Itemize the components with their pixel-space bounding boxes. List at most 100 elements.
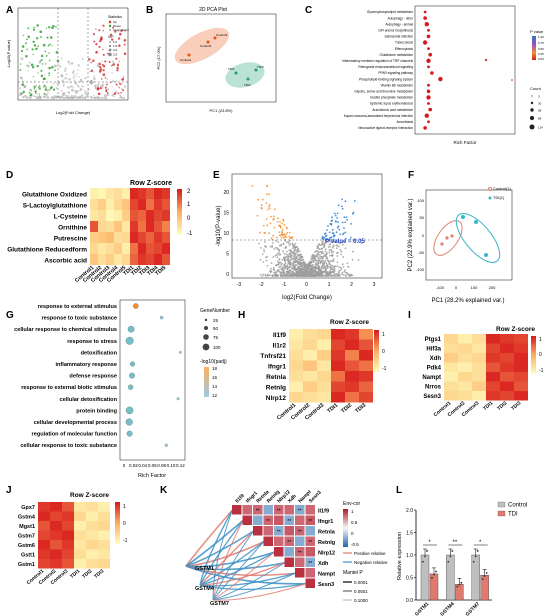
heatmap-cell <box>444 334 458 344</box>
volcano-point <box>296 249 299 252</box>
correlation-cell <box>274 526 284 536</box>
volcano-point <box>123 39 127 42</box>
volcano-point <box>251 185 254 187</box>
volcano-point <box>264 241 266 243</box>
heatmap-cell <box>98 210 106 221</box>
panel-i: I Row Z-score Ptgs1 Hif3a Xdh Pdk4 Nampt Nrro… <box>408 310 544 418</box>
volcano-point <box>279 226 282 229</box>
volcano-point <box>291 236 293 239</box>
volcano-point <box>340 253 342 256</box>
correlation-cell <box>305 557 315 567</box>
volcano-point <box>40 58 43 62</box>
volcano-point <box>328 231 331 234</box>
volcano-point <box>33 26 36 29</box>
correlation-cell <box>284 557 294 567</box>
volcano-point <box>333 266 335 269</box>
go-term-label: regulation of molecular function <box>32 432 118 438</box>
heatmap-cell <box>303 371 317 382</box>
volcano-point <box>115 83 118 86</box>
volcano-point <box>272 242 274 244</box>
volcano-point <box>267 274 270 277</box>
data-point <box>447 560 450 563</box>
heatmap-cell <box>122 254 130 265</box>
volcano-point <box>272 275 274 277</box>
pca-point <box>484 253 488 257</box>
volcano-point <box>338 272 340 274</box>
volcano-point <box>72 69 75 72</box>
heatmap-cell <box>50 511 62 521</box>
heatmap-cell <box>289 350 303 361</box>
volcano-point <box>48 52 50 54</box>
volcano-point <box>84 97 87 99</box>
volcano-point <box>118 97 121 99</box>
go-dot <box>159 315 164 320</box>
volcano-point <box>272 234 275 237</box>
volcano-point <box>330 254 333 257</box>
volcano-point <box>77 64 80 67</box>
y-axis-label: -log10(P-value) <box>216 205 222 246</box>
heatmap-cell <box>98 511 110 521</box>
volcano-point <box>337 204 340 207</box>
volcano-point <box>331 232 334 235</box>
volcano-point <box>99 68 103 71</box>
go-term-label: inflammatory response <box>55 362 117 368</box>
correlation-cell <box>284 515 294 525</box>
significance-label: * <box>479 540 482 546</box>
volcano-point <box>301 256 303 258</box>
volcano-point <box>48 59 51 62</box>
heatmap-cell <box>154 188 162 199</box>
significance-mark: ** <box>287 540 291 546</box>
volcano-point <box>56 65 58 67</box>
row-label: Sesn3 <box>318 582 334 588</box>
heatmap-cell <box>500 391 514 401</box>
heatmap-cell <box>514 343 528 353</box>
heatmap-cell <box>458 372 472 382</box>
heatmap-cell <box>289 392 303 403</box>
volcano-point <box>72 96 74 99</box>
x-axis-label: Rich Factor <box>453 140 477 145</box>
legend-label: TDI <box>508 512 518 518</box>
volcano-point <box>360 242 363 245</box>
legend-label: Insignificant <box>113 28 129 32</box>
heatmap-j: Gpx7Gstm4Mgst1Gstm7Gstm6Gstt1Gstm1Contro… <box>18 502 110 586</box>
volcano-point <box>310 267 313 270</box>
heatmap-cell <box>514 391 528 401</box>
volcano-point <box>42 43 46 47</box>
volcano-point <box>289 262 292 264</box>
heatmap-cell <box>500 334 514 344</box>
volcano-point <box>322 238 325 241</box>
volcano-point <box>342 274 345 276</box>
volcano-point <box>75 91 77 94</box>
colorbar-tick: 1 <box>539 337 542 343</box>
legend-dot <box>109 41 111 43</box>
go-term-label: response to stress <box>67 339 117 345</box>
correlation-cell <box>305 515 315 525</box>
volcano-point <box>48 66 52 70</box>
heatmap-cell <box>74 540 86 550</box>
volcano-point <box>83 85 85 88</box>
volcano-point <box>294 248 296 251</box>
volcano-point <box>44 93 48 97</box>
volcano-point <box>265 193 268 196</box>
volcano-point <box>331 265 334 267</box>
volcano-point <box>44 62 47 65</box>
volcano-point <box>303 271 306 273</box>
volcano-point <box>93 77 96 81</box>
volcano-point <box>269 274 271 277</box>
colorbar-tick: 14 <box>212 384 218 389</box>
colorbar <box>531 336 536 374</box>
volcano-point <box>32 28 36 31</box>
volcano-point <box>72 76 75 79</box>
x-axis-label: Log2(Fold Change) <box>56 110 91 115</box>
volcano-point <box>322 271 325 274</box>
data-point <box>460 581 463 584</box>
heatmap-cell <box>514 353 528 363</box>
volcano-point <box>288 271 291 274</box>
mantel-line <box>199 541 265 586</box>
heatmap-cell <box>458 334 472 344</box>
volcano-point <box>294 257 297 259</box>
volcano-point <box>271 246 273 249</box>
volcano-point <box>317 243 320 246</box>
volcano-point <box>338 266 341 269</box>
volcano-point <box>325 242 328 244</box>
